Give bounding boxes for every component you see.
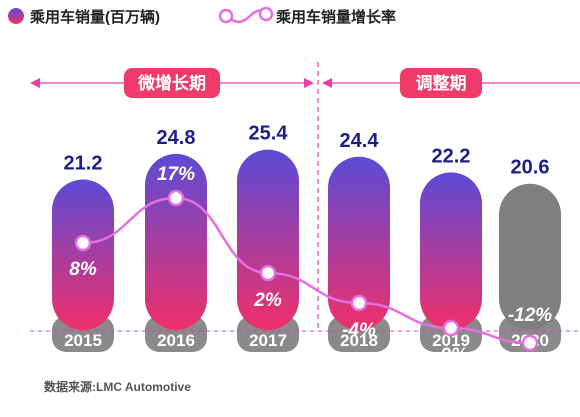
bar-2016 <box>145 153 207 330</box>
bar-2017 <box>237 149 299 330</box>
growth-point-2015 <box>74 234 92 252</box>
legend-bar-label: 乘用车销量(百万辆) <box>29 8 160 26</box>
legend-line-label: 乘用车销量增长率 <box>275 8 396 26</box>
growth-label-2020: -12% <box>508 305 552 326</box>
growth-label-2018: -4% <box>342 320 376 341</box>
bar-2020 <box>499 183 561 330</box>
bar-value-2020: 20.6 <box>511 157 550 179</box>
year-label-2016: 2016 <box>157 331 195 350</box>
bar-value-2019: 22.2 <box>432 145 471 167</box>
growth-point-2019 <box>442 319 460 337</box>
legend-line-swatch <box>218 6 274 24</box>
phase-adjust: 调整期 <box>322 68 580 98</box>
growth-point-2016 <box>167 189 185 207</box>
growth-label-2017: 2% <box>253 290 282 311</box>
bar-2019 <box>420 172 482 330</box>
bar-value-2017: 25.4 <box>249 123 289 145</box>
bar-value-2015: 21.2 <box>64 152 103 174</box>
growth-label-2016: 17% <box>157 164 195 185</box>
bar-value-2018: 24.4 <box>340 130 380 152</box>
phase-growth: 微增长期 <box>30 68 314 98</box>
phase-growth-label: 微增长期 <box>137 73 206 93</box>
year-label-2017: 2017 <box>249 331 287 350</box>
bar-2015 <box>52 179 114 330</box>
year-label-2015: 2015 <box>64 331 102 350</box>
growth-label-2015: 8% <box>69 259 97 280</box>
bars-layer: 21.2 2015 24.8 2016 25.4 2017 24.4 2018 22.2 2019… <box>52 123 561 370</box>
growth-line-layer: 8% 17% 2% -4% -9% -12% <box>69 164 552 366</box>
legend-bar-swatch <box>8 8 24 24</box>
bar-value-2016: 24.8 <box>157 127 196 149</box>
growth-point-2018 <box>350 294 368 312</box>
legend: 乘用车销量(百万辆) 乘用车销量增长率 <box>8 6 396 26</box>
year-label-2018: 2018 <box>340 331 378 350</box>
source-note: 数据来源:LMC Automotive <box>44 380 191 394</box>
growth-label-2019: -9% <box>434 345 468 366</box>
phase-adjust-label: 调整期 <box>416 73 467 93</box>
forecast-note: 预测 <box>518 355 542 370</box>
growth-point-2017 <box>259 264 277 282</box>
growth-point-2020 <box>521 334 539 352</box>
bar-2018 <box>328 156 390 330</box>
year-label-2019: 2019 <box>432 331 470 350</box>
